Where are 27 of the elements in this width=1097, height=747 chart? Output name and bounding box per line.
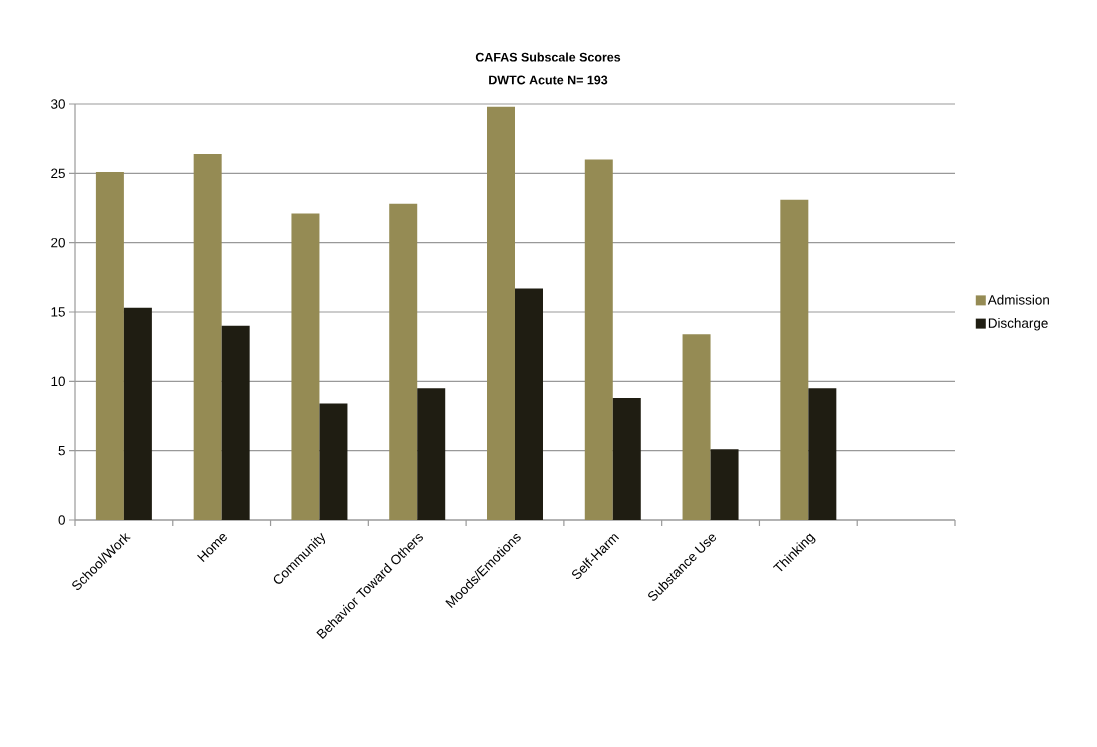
bar <box>291 213 320 520</box>
chart-title: CAFAS Subscale Scores <box>475 52 621 62</box>
y-tick-label: 25 <box>51 168 65 179</box>
legend-label: Admission <box>987 294 1049 305</box>
bar <box>221 325 250 520</box>
bar <box>487 106 515 520</box>
y-tick-label: 15 <box>51 307 65 317</box>
bar <box>123 307 152 520</box>
bar <box>417 388 446 520</box>
bar <box>515 288 543 520</box>
bar <box>780 199 809 520</box>
y-tick-label: 0 <box>58 515 65 525</box>
bar <box>95 171 124 520</box>
bar <box>389 203 418 520</box>
bar <box>584 159 613 520</box>
bar <box>710 449 739 520</box>
bar <box>682 334 711 520</box>
y-tick-label: 20 <box>51 237 65 248</box>
y-tick-label: 10 <box>51 376 65 387</box>
chart-subtitle: DWTC Acute N= 193 <box>489 75 608 85</box>
bar <box>319 403 348 520</box>
bar <box>193 153 222 520</box>
y-tick-label: 5 <box>58 445 65 456</box>
legend-label: Discharge <box>988 317 1048 331</box>
bar <box>808 388 837 520</box>
bar <box>612 397 641 520</box>
y-tick-label: 30 <box>51 99 65 109</box>
